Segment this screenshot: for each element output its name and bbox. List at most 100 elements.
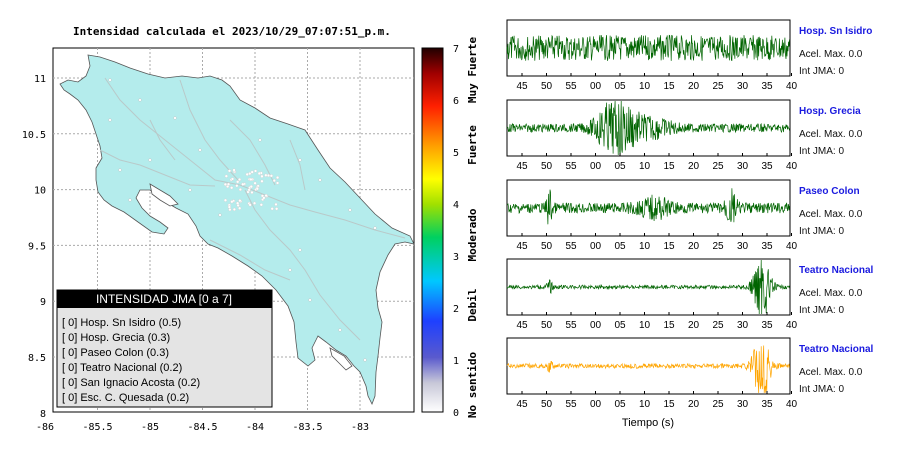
city-dot [253, 181, 257, 185]
city-dot [252, 201, 257, 205]
panel-x-tick: 10 [639, 81, 651, 92]
panel-x-tick: 45 [516, 161, 528, 172]
panel-x-tick: 20 [688, 81, 700, 92]
station-info: Acel. Max. 0.0 [799, 209, 863, 220]
city-dot [270, 207, 274, 211]
city-dot [269, 174, 273, 178]
station-info: Acel. Max. 0.0 [799, 288, 863, 299]
panel-x-tick: 00 [590, 81, 602, 92]
station-info: Int JMA: 0 [799, 305, 844, 316]
costa-rica-land [59, 54, 415, 405]
colorbar-tick: 1 [453, 356, 459, 367]
panel-x-tick: 00 [590, 241, 602, 252]
legend-entry: [ 0] Esc. C. Quesada (0.2) [62, 392, 189, 404]
station-info: Acel. Max. 0.0 [799, 129, 863, 140]
panel-x-tick: 30 [737, 161, 749, 172]
panel-x-tick: 00 [590, 161, 602, 172]
nicoya-gulf [149, 183, 179, 207]
panel-x-tick: 00 [590, 320, 602, 331]
panel-x-tick: 40 [786, 81, 798, 92]
panel-x-tick: 50 [541, 161, 553, 172]
city-dot [226, 182, 231, 186]
city-dot [148, 158, 152, 162]
city-dot [236, 201, 240, 205]
city-dot [224, 174, 228, 178]
panel-x-tick: 40 [786, 161, 798, 172]
city-dot [318, 178, 322, 182]
panel-x-tick: 25 [712, 161, 724, 172]
city-dot [249, 177, 253, 182]
city-dot [249, 184, 253, 189]
map-y-tick: 9 [40, 297, 46, 308]
colorbar-tick: 2 [453, 304, 459, 315]
panel-x-tick: 15 [663, 241, 675, 252]
city-dot [250, 170, 254, 174]
city-dot [272, 178, 276, 183]
city-dot [275, 181, 280, 185]
legend-entry: [ 0] Hosp. Sn Isidro (0.5) [62, 317, 181, 329]
colorbar-tick: 3 [453, 252, 459, 263]
panel-x-tick: 25 [712, 241, 724, 252]
map-x-axis: -86 -85.5 -85 -84.5 -84 -83.5 -83 [36, 422, 369, 433]
city-dot [248, 203, 252, 207]
city-dot [198, 148, 202, 152]
map-x-tick: -85 [141, 422, 159, 433]
waveform-panel: 45 50 55 00 05 10 15 20 25 30 35 40 Paseo Colon Acel.… [506, 179, 863, 252]
city-dot [373, 226, 377, 230]
panel-x-tick: 50 [541, 241, 553, 252]
panel-x-tick: 25 [712, 399, 724, 410]
city-dot [255, 187, 259, 191]
city-dot [264, 194, 268, 198]
panel-x-tick: 15 [663, 320, 675, 331]
station-info: Int JMA: 0 [799, 226, 844, 237]
map-y-tick: 9.5 [28, 241, 46, 252]
city-dot [266, 173, 271, 178]
city-dot [108, 78, 112, 82]
city-dot [235, 184, 239, 188]
city-dot [223, 198, 228, 202]
waveform-trace [506, 259, 790, 315]
panel-x-tick: 05 [614, 81, 626, 92]
colorbar-tick: 0 [453, 408, 459, 419]
legend-entry: [ 0] San Ignacio Acosta (0.2) [62, 377, 200, 389]
panel-x-tick: 35 [761, 399, 773, 410]
land-polygon [59, 54, 415, 405]
panel-x-tick: 55 [565, 320, 577, 331]
city-dot [227, 169, 232, 173]
map-x-tick: -84 [246, 422, 264, 433]
city-dot [274, 202, 278, 207]
city-dot [232, 207, 236, 212]
city-dot [260, 179, 264, 183]
panel-x-tick: 05 [614, 320, 626, 331]
panel-x-tick: 55 [565, 81, 577, 92]
colorbar-tick: 5 [453, 148, 459, 159]
panel-x-tick: 15 [663, 161, 675, 172]
legend-entry: [ 0] Hosp. Grecia (0.3) [62, 332, 170, 344]
colorbar-label: Moderado [466, 208, 479, 261]
panel-x-tick: 20 [688, 241, 700, 252]
waveform-trace [506, 100, 790, 156]
station-name: Paseo Colon [799, 186, 860, 197]
panel-x-tick: 45 [516, 241, 528, 252]
station-name: Teatro Nacional [799, 344, 873, 355]
panel-x-tick: 40 [786, 241, 798, 252]
city-dot [237, 177, 242, 182]
city-dots [108, 78, 377, 362]
waveform-panel: 45 50 55 00 05 10 15 20 25 30 35 40 Hosp. Sn Isidro A… [506, 19, 872, 92]
map-x-tick: -85.5 [82, 422, 112, 433]
legend-panel [56, 289, 273, 408]
city-dot [227, 205, 231, 209]
city-dot [238, 187, 242, 192]
panel-x-tick: 50 [541, 399, 553, 410]
city-dot [264, 173, 268, 177]
city-dot [363, 358, 367, 362]
station-info: Int JMA: 0 [799, 384, 844, 395]
city-dot [262, 196, 266, 200]
colorbar-label: Fuerte [466, 125, 479, 165]
map-y-tick: 8.5 [28, 353, 46, 364]
panel-x-tick: 10 [639, 161, 651, 172]
panel-x-tick: 40 [786, 320, 798, 331]
colorbar-label: Muy Fuerte [466, 37, 479, 104]
station-name: Hosp. Sn Isidro [799, 26, 872, 37]
